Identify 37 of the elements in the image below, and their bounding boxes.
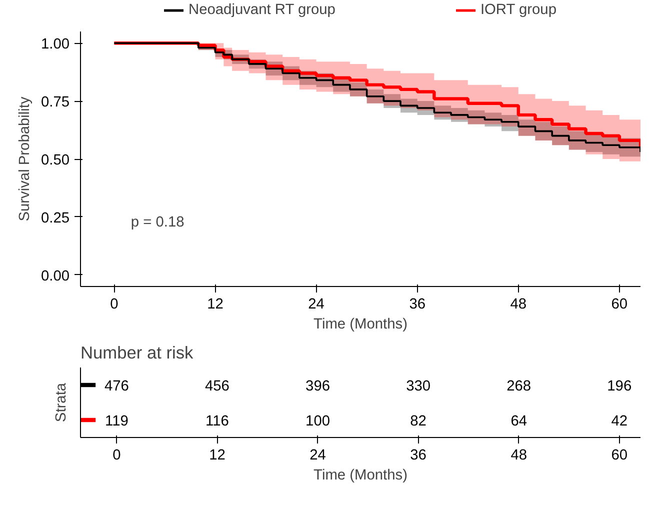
x-tick-label: 0 xyxy=(110,296,118,312)
data-label: 82 xyxy=(410,414,426,430)
data-label: 396 xyxy=(306,378,330,394)
x-axis-title: Time (Months) xyxy=(314,316,408,332)
x-tick-label: 60 xyxy=(611,296,628,312)
y-tick-label: 1.00 xyxy=(40,36,70,53)
y-tick-label: 0.00 xyxy=(40,268,70,284)
data-label: 196 xyxy=(607,378,632,394)
data-label: 476 xyxy=(104,378,129,394)
data-label: 100 xyxy=(306,414,330,430)
y-tick-label: 0.75 xyxy=(40,94,70,111)
x-axis-title: Time (Months) xyxy=(314,468,408,484)
data-label: 64 xyxy=(510,414,528,430)
data-label: 119 xyxy=(105,414,128,430)
annotation: p = 0.18 xyxy=(130,214,184,230)
y-axis-title: Strata xyxy=(54,382,70,422)
x-tick-label: 48 xyxy=(510,296,527,312)
x-tick-label: 36 xyxy=(410,448,426,464)
y-tick-label: 0.50 xyxy=(40,152,70,168)
data-label: 42 xyxy=(611,414,628,430)
legend-label: Neoadjuvant RT group xyxy=(188,2,336,18)
x-tick-label: 0 xyxy=(112,448,121,464)
x-tick-label: 48 xyxy=(510,448,528,464)
data-label: 268 xyxy=(506,378,532,394)
x-tick-label: 24 xyxy=(308,296,324,312)
x-tick-label: 36 xyxy=(409,296,426,312)
y-tick-label: 0.25 xyxy=(40,210,70,226)
data-label: 116 xyxy=(206,414,229,430)
data-label: 456 xyxy=(205,378,230,394)
legend-label: IORT group xyxy=(480,2,556,18)
chart-title: Number at risk xyxy=(80,342,194,362)
x-tick-label: 12 xyxy=(207,296,224,312)
data-label: 330 xyxy=(406,378,431,394)
x-tick-label: 60 xyxy=(611,448,628,464)
x-tick-label: 12 xyxy=(209,448,226,464)
x-tick-label: 24 xyxy=(310,448,326,464)
y-axis-title: Survival Probability xyxy=(16,96,33,222)
